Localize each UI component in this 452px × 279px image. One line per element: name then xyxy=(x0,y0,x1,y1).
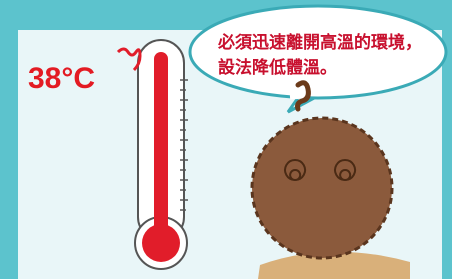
page: {"thermometer": {"label": "38°C"}, "spee… xyxy=(0,0,452,279)
illustration: 38°C 必須迅速離開高溫的環境， 設法降低體溫。 xyxy=(0,0,452,279)
temperature-label: 38°C xyxy=(28,62,95,95)
bubble-line: 設法降低體溫。 xyxy=(218,57,337,78)
bubble-line: 必須迅速離開高溫的環境， xyxy=(217,32,422,53)
